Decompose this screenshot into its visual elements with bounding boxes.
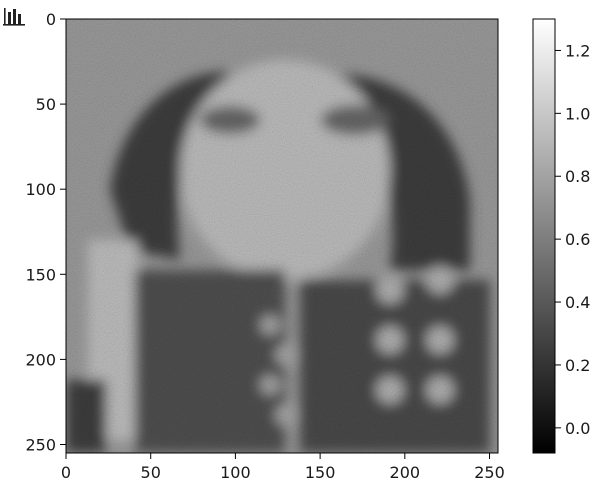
colorbar-tick-label: 0.4 <box>565 293 590 312</box>
x-tick-label: 200 <box>390 463 421 482</box>
colorbar-tick-label: 1.2 <box>565 41 590 60</box>
x-axis: 0 50 100 150 200 250 <box>61 453 505 482</box>
colorbar-axis: 0.0 0.2 0.4 0.6 0.8 1.0 1.2 <box>555 41 590 437</box>
y-tick-label: 100 <box>25 180 56 199</box>
x-tick-label: 0 <box>61 463 71 482</box>
y-tick-label: 150 <box>25 265 56 284</box>
colorbar-tick-label: 0.8 <box>565 167 590 186</box>
y-tick-label: 200 <box>25 350 56 369</box>
x-tick-label: 50 <box>141 463 161 482</box>
bar-chart-icon[interactable] <box>2 4 26 26</box>
colorbar-tick-label: 1.0 <box>565 104 590 123</box>
x-tick-label: 100 <box>220 463 251 482</box>
colorbar-tick-label: 0.2 <box>565 356 590 375</box>
heatmap-image <box>66 19 498 453</box>
y-axis: 0 50 100 150 200 250 <box>25 10 66 454</box>
colorbar-tick-label: 0.6 <box>565 230 590 249</box>
colorbar-tick-label: 0.0 <box>565 419 590 438</box>
y-tick-label: 250 <box>25 435 56 454</box>
y-tick-label: 50 <box>36 95 56 114</box>
colorbar <box>533 19 555 453</box>
y-tick-label: 0 <box>46 10 56 29</box>
x-tick-label: 250 <box>474 463 505 482</box>
x-tick-label: 150 <box>305 463 336 482</box>
